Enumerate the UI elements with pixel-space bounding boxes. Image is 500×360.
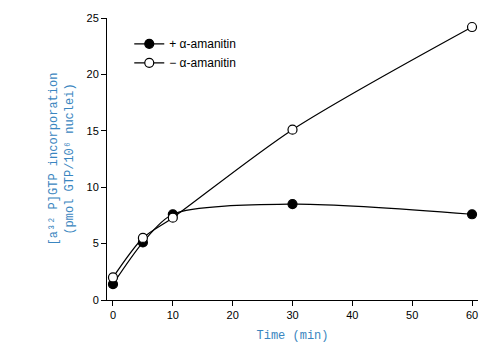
svg-text:15: 15 xyxy=(87,125,99,137)
svg-text:Time (min): Time (min) xyxy=(256,329,328,343)
svg-text:40: 40 xyxy=(346,309,358,321)
svg-text:− α-amanitin: − α-amanitin xyxy=(169,56,236,70)
svg-text:0: 0 xyxy=(110,309,116,321)
svg-text:10: 10 xyxy=(167,309,179,321)
svg-text:25: 25 xyxy=(87,12,99,24)
svg-text:30: 30 xyxy=(286,309,298,321)
svg-text:5: 5 xyxy=(93,237,99,249)
svg-text:20: 20 xyxy=(87,68,99,80)
svg-text:+ α-amanitin: + α-amanitin xyxy=(169,37,236,51)
svg-text:50: 50 xyxy=(406,309,418,321)
svg-text:10: 10 xyxy=(87,181,99,193)
svg-text:[a³² P]GTP incorporation(pmol: [a³² P]GTP incorporation(pmol GTP/10⁶ nu… xyxy=(47,73,77,246)
svg-text:20: 20 xyxy=(227,309,239,321)
svg-text:60: 60 xyxy=(466,309,478,321)
svg-text:0: 0 xyxy=(93,294,99,306)
